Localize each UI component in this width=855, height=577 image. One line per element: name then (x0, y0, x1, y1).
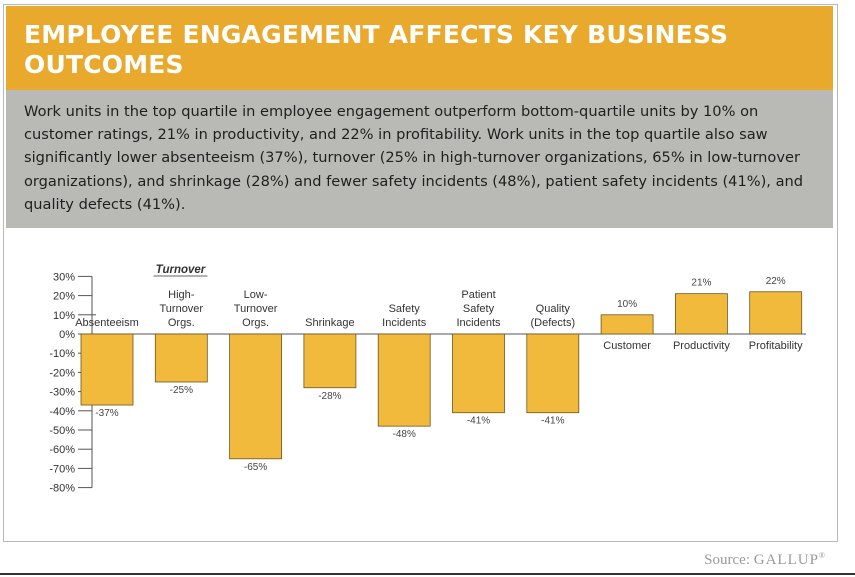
summary-panel: Work units in the top quartile in employ… (6, 90, 833, 228)
category-label-1: High- Turnover Orgs. (159, 289, 203, 329)
category-label-line: Incidents (456, 317, 501, 329)
category-label-line: Safety (463, 303, 495, 315)
bar-2 (229, 333, 283, 460)
category-label-line: Quality (536, 303, 571, 315)
value-label-4: -48% (393, 429, 416, 440)
y-tick-label: 10% (53, 310, 75, 322)
value-label-2: -65% (244, 462, 267, 473)
category-label-line: Incidents (382, 317, 427, 329)
bar-5 (452, 333, 505, 414)
registered-mark: ® (818, 551, 825, 560)
bar-3 (303, 333, 357, 389)
bar-9 (749, 291, 803, 335)
category-label-line: Orgs. (168, 317, 195, 329)
bar-7 (600, 314, 654, 335)
category-label-0: Absenteeism (75, 317, 139, 329)
source-label: Source: (704, 552, 750, 568)
y-tick-label: -70% (49, 463, 75, 475)
category-label-line: High- (168, 289, 195, 301)
category-label-line: Productivity (673, 340, 730, 352)
value-label-3: -28% (318, 391, 341, 402)
value-label-8: 21% (691, 278, 711, 289)
category-label-3: Shrinkage (305, 317, 355, 329)
group-label-turnover: Turnover (156, 264, 206, 276)
bar-chart: 30% 20% 10% 0% -10% -20% -30% -40% -50% -60% -70% -… (49, 264, 806, 495)
category-label-4: Safety Incidents (382, 303, 427, 329)
value-label-5: -41% (467, 416, 490, 427)
category-label-line: Safety (389, 303, 421, 315)
y-tick-label: -60% (49, 444, 75, 456)
category-label-line: Turnover (234, 303, 278, 315)
category-label-line: Customer (603, 340, 651, 352)
category-label-line: Turnover (159, 303, 203, 315)
page-title: EMPLOYEE ENGAGEMENT AFFECTS KEY BUSINESS… (24, 20, 729, 79)
category-label-line: Shrinkage (305, 317, 355, 329)
bottom-rule (0, 573, 855, 575)
bar-8 (675, 293, 728, 335)
y-tick-label: 0% (59, 329, 75, 341)
category-label-line: Patient (461, 289, 495, 301)
summary-text: Work units in the top quartile in employ… (24, 103, 804, 213)
bar-6 (526, 333, 580, 414)
category-label-9: Profitability (749, 340, 803, 352)
y-tick-label: -50% (49, 425, 75, 437)
category-label-line: Absenteeism (75, 317, 139, 329)
value-label-9: 22% (766, 276, 786, 287)
category-label-line: Orgs. (242, 317, 269, 329)
y-tick-label: 30% (53, 271, 75, 283)
category-label-8: Productivity (673, 340, 730, 352)
header-banner: EMPLOYEE ENGAGEMENT AFFECTS KEY BUSINESS… (6, 6, 833, 90)
value-label-0: -37% (95, 408, 118, 419)
chart-area: 30% 20% 10% 0% -10% -20% -30% -40% -50% -60% -70% -… (6, 228, 833, 538)
bar-1 (154, 333, 208, 383)
y-tick-label: -80% (49, 483, 75, 495)
category-label-6: Quality (Defects) (530, 303, 575, 329)
value-label-6: -41% (541, 416, 564, 427)
category-label-5: Patient Safety Incidents (456, 289, 501, 329)
category-label-line: (Defects) (530, 317, 575, 329)
y-tick-label: -30% (49, 387, 75, 399)
y-tick-label: 20% (53, 291, 75, 303)
y-tick-label: -20% (49, 367, 75, 379)
y-tick-label: -40% (49, 406, 75, 418)
category-label-line: Profitability (749, 340, 803, 352)
value-label-7: 10% (617, 299, 637, 310)
category-label-line: Low- (244, 289, 268, 301)
source-credit: Source: GALLUP® (704, 551, 825, 569)
category-label-7: Customer (603, 340, 651, 352)
value-label-1: -25% (170, 385, 193, 396)
y-tick-label: -10% (49, 348, 75, 360)
category-label-2: Low- Turnover Orgs. (234, 289, 278, 329)
bar-0 (80, 333, 134, 406)
bar-4 (377, 333, 431, 427)
gallup-logo: GALLUP (753, 552, 819, 568)
